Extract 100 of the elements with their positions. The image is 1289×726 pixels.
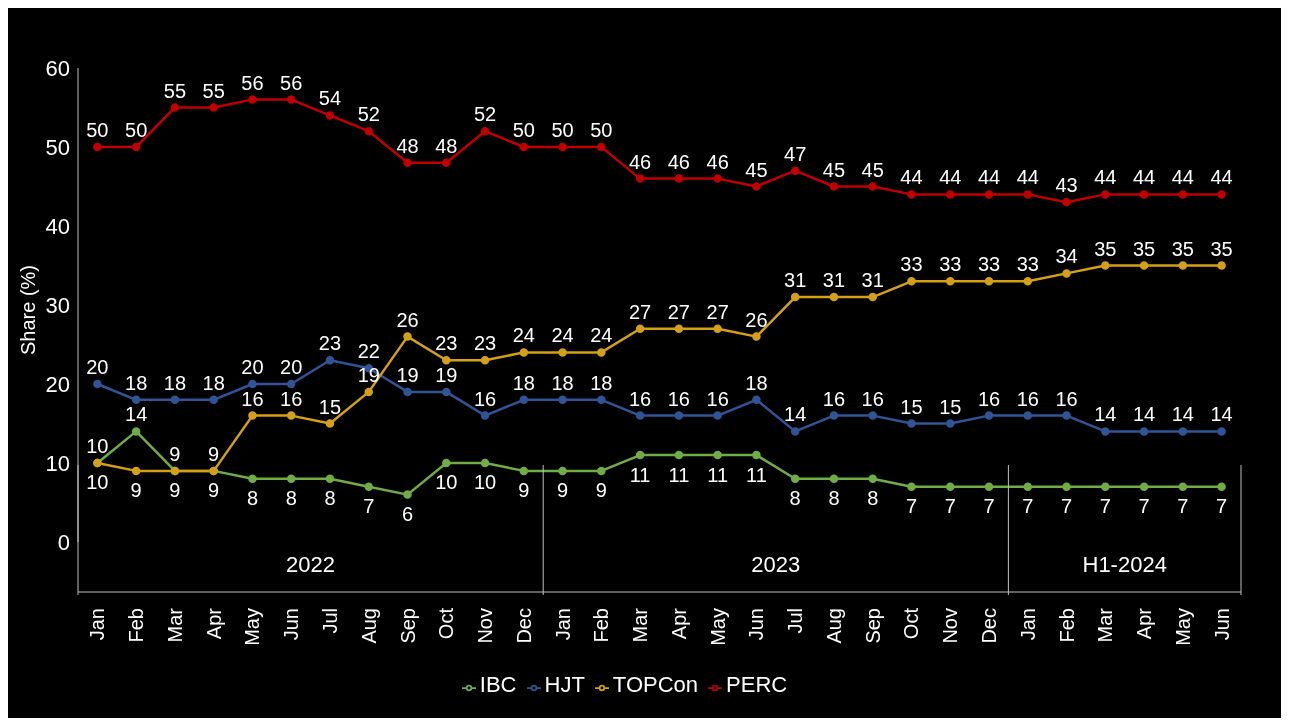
data-label: 33 (939, 253, 962, 276)
data-label: 44 (900, 166, 923, 189)
point (558, 466, 567, 476)
point (248, 95, 257, 104)
point (519, 395, 529, 405)
data-label: 23 (435, 332, 458, 355)
x-tick-label: Apr (667, 607, 690, 640)
data-label: 50 (512, 119, 535, 141)
point (403, 490, 412, 499)
point (946, 419, 955, 428)
data-label: 44 (1094, 166, 1117, 189)
point (984, 482, 994, 491)
data-label: 18 (125, 371, 148, 394)
point (131, 395, 141, 405)
data-label: 45 (822, 158, 846, 181)
point (946, 277, 955, 286)
x-tick-label: Mar (163, 607, 186, 643)
data-label: 7 (1060, 495, 1073, 518)
data-label: 9 (208, 479, 220, 502)
point (364, 126, 373, 136)
data-label: 14 (784, 403, 807, 426)
data-label: 20 (280, 356, 303, 378)
x-tick-label: Jul (784, 608, 807, 634)
point (403, 387, 412, 397)
data-label: 44 (939, 166, 962, 189)
point (1062, 482, 1071, 491)
point (131, 466, 141, 476)
data-label: 15 (318, 395, 342, 418)
point (1101, 482, 1110, 491)
x-tick-label: Feb (590, 608, 613, 643)
x-tick-label: Mar (1094, 607, 1117, 643)
x-tick-label: May (241, 608, 264, 646)
data-label: 45 (861, 158, 884, 181)
x-tick-label: Apr (1133, 607, 1156, 640)
data-label: 26 (396, 308, 419, 331)
point (984, 411, 994, 420)
point (403, 332, 412, 341)
point (790, 292, 800, 302)
data-label: 7 (1138, 495, 1150, 518)
point (635, 450, 645, 460)
point (558, 395, 567, 405)
point (752, 450, 761, 460)
legend-label: TOPCon (612, 672, 699, 697)
point (1023, 411, 1033, 420)
point (635, 174, 645, 183)
data-label: 16 (977, 387, 1001, 410)
data-label: 52 (357, 103, 380, 126)
point (984, 190, 994, 199)
point (131, 142, 141, 152)
x-tick-label: Jan (86, 608, 109, 641)
point (170, 103, 180, 112)
point (325, 474, 335, 484)
point (480, 126, 490, 136)
point (558, 142, 567, 152)
data-label: 9 (208, 442, 220, 465)
point (364, 482, 373, 491)
data-label: 43 (1055, 174, 1078, 197)
point (1023, 190, 1033, 199)
point (1062, 198, 1071, 207)
x-tick-label: Jan (551, 608, 574, 641)
data-label: 44 (1210, 166, 1233, 189)
x-tick-label: Sep (396, 608, 419, 644)
point (829, 182, 839, 191)
data-label: 8 (867, 487, 879, 510)
data-label: 50 (551, 119, 574, 141)
point (286, 379, 296, 389)
point (868, 411, 877, 420)
data-label: 16 (706, 387, 729, 410)
point (1101, 261, 1110, 270)
point (442, 158, 451, 168)
data-label: 9 (557, 479, 569, 502)
data-label: 31 (784, 269, 807, 292)
point (1217, 427, 1226, 436)
point (635, 324, 645, 333)
data-label: 33 (1016, 253, 1039, 276)
data-label: 18 (590, 371, 613, 394)
y-tick-label: 10 (45, 450, 70, 476)
point (286, 474, 296, 484)
data-label: 33 (977, 253, 1001, 276)
point (93, 379, 102, 389)
x-tick-label: Dec (512, 608, 535, 644)
data-label: 54 (318, 87, 342, 110)
x-tick-label: Oct (900, 607, 923, 640)
point (674, 174, 684, 183)
point (519, 142, 529, 152)
point (868, 182, 877, 191)
data-label: 16 (1055, 387, 1078, 410)
point (442, 458, 451, 468)
data-label: 6 (401, 503, 414, 526)
point (1139, 190, 1149, 199)
point (480, 411, 490, 420)
point (1101, 190, 1110, 199)
legend-label: IBC (479, 672, 517, 697)
y-tick-label: 0 (57, 529, 70, 555)
point (790, 474, 800, 484)
point (984, 277, 994, 286)
point (325, 419, 335, 428)
data-label: 15 (900, 395, 923, 418)
point (286, 95, 296, 104)
x-tick-label: Jun (1210, 608, 1233, 641)
